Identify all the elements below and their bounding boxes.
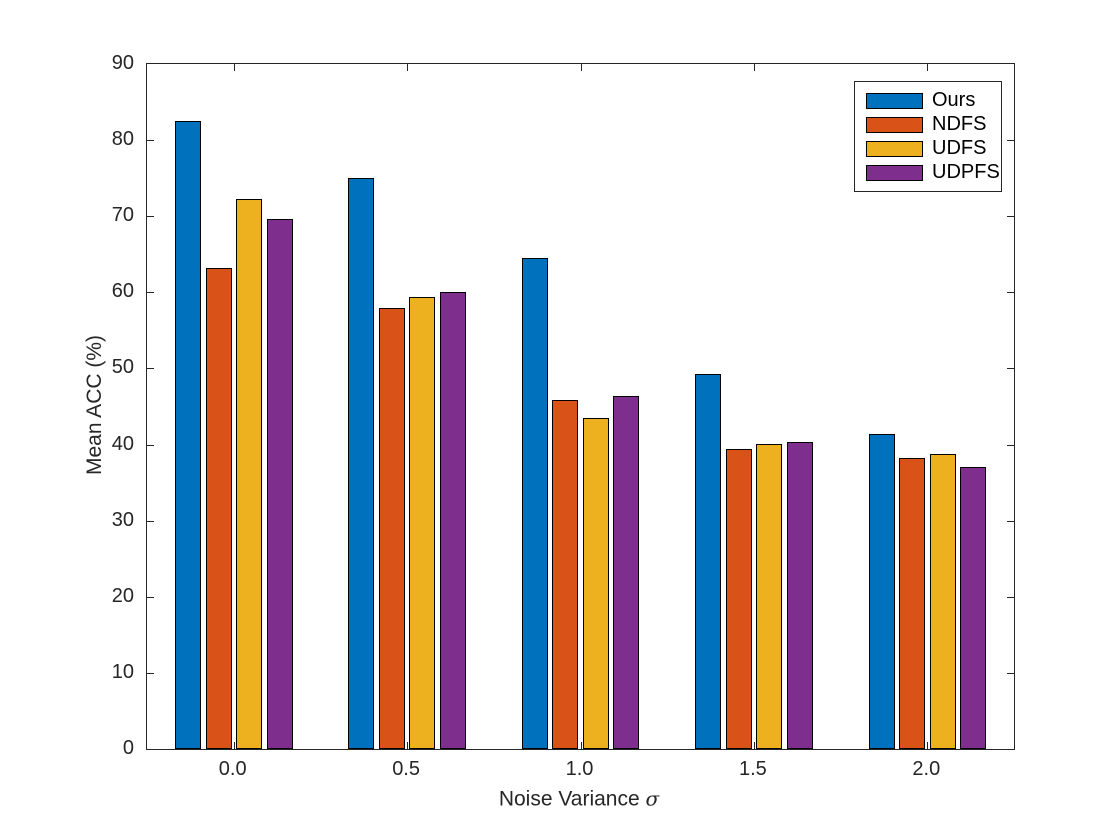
x-tick-top <box>233 64 235 71</box>
x-tick-top <box>407 64 409 71</box>
y-tick-left <box>147 672 154 674</box>
bar-ours-2.0 <box>868 433 895 749</box>
legend-label-ours: Ours <box>932 89 976 111</box>
legend-swatch-ndfs <box>866 116 923 133</box>
legend-item-udpfs: UDPFS <box>866 161 1001 184</box>
y-tick-left <box>147 444 154 446</box>
bar-ours-1.5 <box>695 373 722 749</box>
x-tick-top <box>927 64 929 71</box>
legend-swatch-udfs <box>866 140 923 157</box>
bar-ndfs-1.0 <box>552 399 579 749</box>
bar-ndfs-2.0 <box>899 458 926 749</box>
bar-udpfs-1.0 <box>613 395 640 749</box>
x-tick-bottom <box>753 742 755 749</box>
x-tick-bottom <box>233 742 235 749</box>
bar-ours-0.0 <box>175 121 201 749</box>
x-tick-label: 0.0 <box>218 758 247 780</box>
x-axis-label: Noise Variance σ <box>499 787 659 812</box>
bar-udpfs-0.5 <box>439 292 466 749</box>
legend-label-ndfs: NDFS <box>932 113 987 135</box>
y-tick-label: 10 <box>111 660 134 683</box>
legend: Ours NDFS UDFS UDPFS <box>854 81 1002 192</box>
y-tick-right <box>1007 520 1014 522</box>
y-tick-label: 20 <box>111 584 134 607</box>
legend-item-udfs: UDFS <box>866 137 1001 160</box>
y-tick-label: 90 <box>111 52 134 74</box>
legend-label-udfs: UDFS <box>932 137 987 159</box>
y-tick-right <box>1007 444 1014 446</box>
y-tick-right <box>1007 368 1014 370</box>
y-tick-label: 0 <box>122 737 134 759</box>
y-tick-label: 80 <box>111 128 134 151</box>
y-tick-right <box>1007 292 1014 294</box>
bar-udfs-2.0 <box>929 453 956 749</box>
bar-udfs-1.0 <box>582 417 609 749</box>
y-tick-label: 60 <box>111 280 134 303</box>
plot-area: Ours NDFS UDFS UDPFS <box>146 63 1015 750</box>
x-tick-top <box>753 64 755 71</box>
y-tick-right <box>1007 216 1014 218</box>
bar-ours-0.5 <box>348 178 375 749</box>
y-tick-label: 30 <box>111 508 134 531</box>
x-tick-label: 1.0 <box>565 758 594 780</box>
x-tick-label: 1.5 <box>738 758 767 780</box>
bar-udpfs-0.0 <box>266 219 293 749</box>
bar-ndfs-0.0 <box>205 268 232 749</box>
y-tick-label: 70 <box>111 204 134 227</box>
bar-udpfs-2.0 <box>960 467 987 749</box>
bar-ndfs-0.5 <box>378 308 405 749</box>
bar-udfs-0.5 <box>409 296 436 749</box>
y-tick-right <box>1007 140 1014 142</box>
x-tick-bottom <box>580 742 582 749</box>
y-tick-label: 40 <box>111 432 134 455</box>
y-tick-left <box>147 292 154 294</box>
y-axis-label: Mean ACC (%) <box>83 334 106 476</box>
y-tick-right <box>1007 672 1014 674</box>
x-tick-label: 2.0 <box>912 758 941 780</box>
x-tick-bottom <box>927 742 929 749</box>
y-tick-label: 50 <box>111 356 134 379</box>
y-tick-right <box>1007 596 1014 598</box>
legend-swatch-udpfs <box>866 164 923 181</box>
bar-ndfs-1.5 <box>725 449 752 749</box>
bar-udfs-0.0 <box>236 198 262 749</box>
y-tick-left <box>147 140 154 142</box>
y-tick-left <box>147 368 154 370</box>
x-tick-top <box>580 64 582 71</box>
bar-udpfs-1.5 <box>786 441 813 749</box>
x-tick-label: 0.5 <box>392 758 420 780</box>
bar-ours-1.0 <box>521 258 548 749</box>
legend-item-ours: Ours <box>866 89 1001 112</box>
x-tick-bottom <box>407 742 409 749</box>
legend-label-udpfs: UDPFS <box>932 161 1000 183</box>
legend-item-ndfs: NDFS <box>866 113 1001 136</box>
bar-udfs-1.5 <box>756 443 783 749</box>
y-tick-left <box>147 216 154 218</box>
sigma-symbol: σ <box>645 786 660 811</box>
x-axis-label-text: Noise Variance <box>498 787 640 811</box>
y-tick-left <box>147 520 154 522</box>
legend-swatch-ours <box>866 92 923 109</box>
y-tick-left <box>147 596 154 598</box>
